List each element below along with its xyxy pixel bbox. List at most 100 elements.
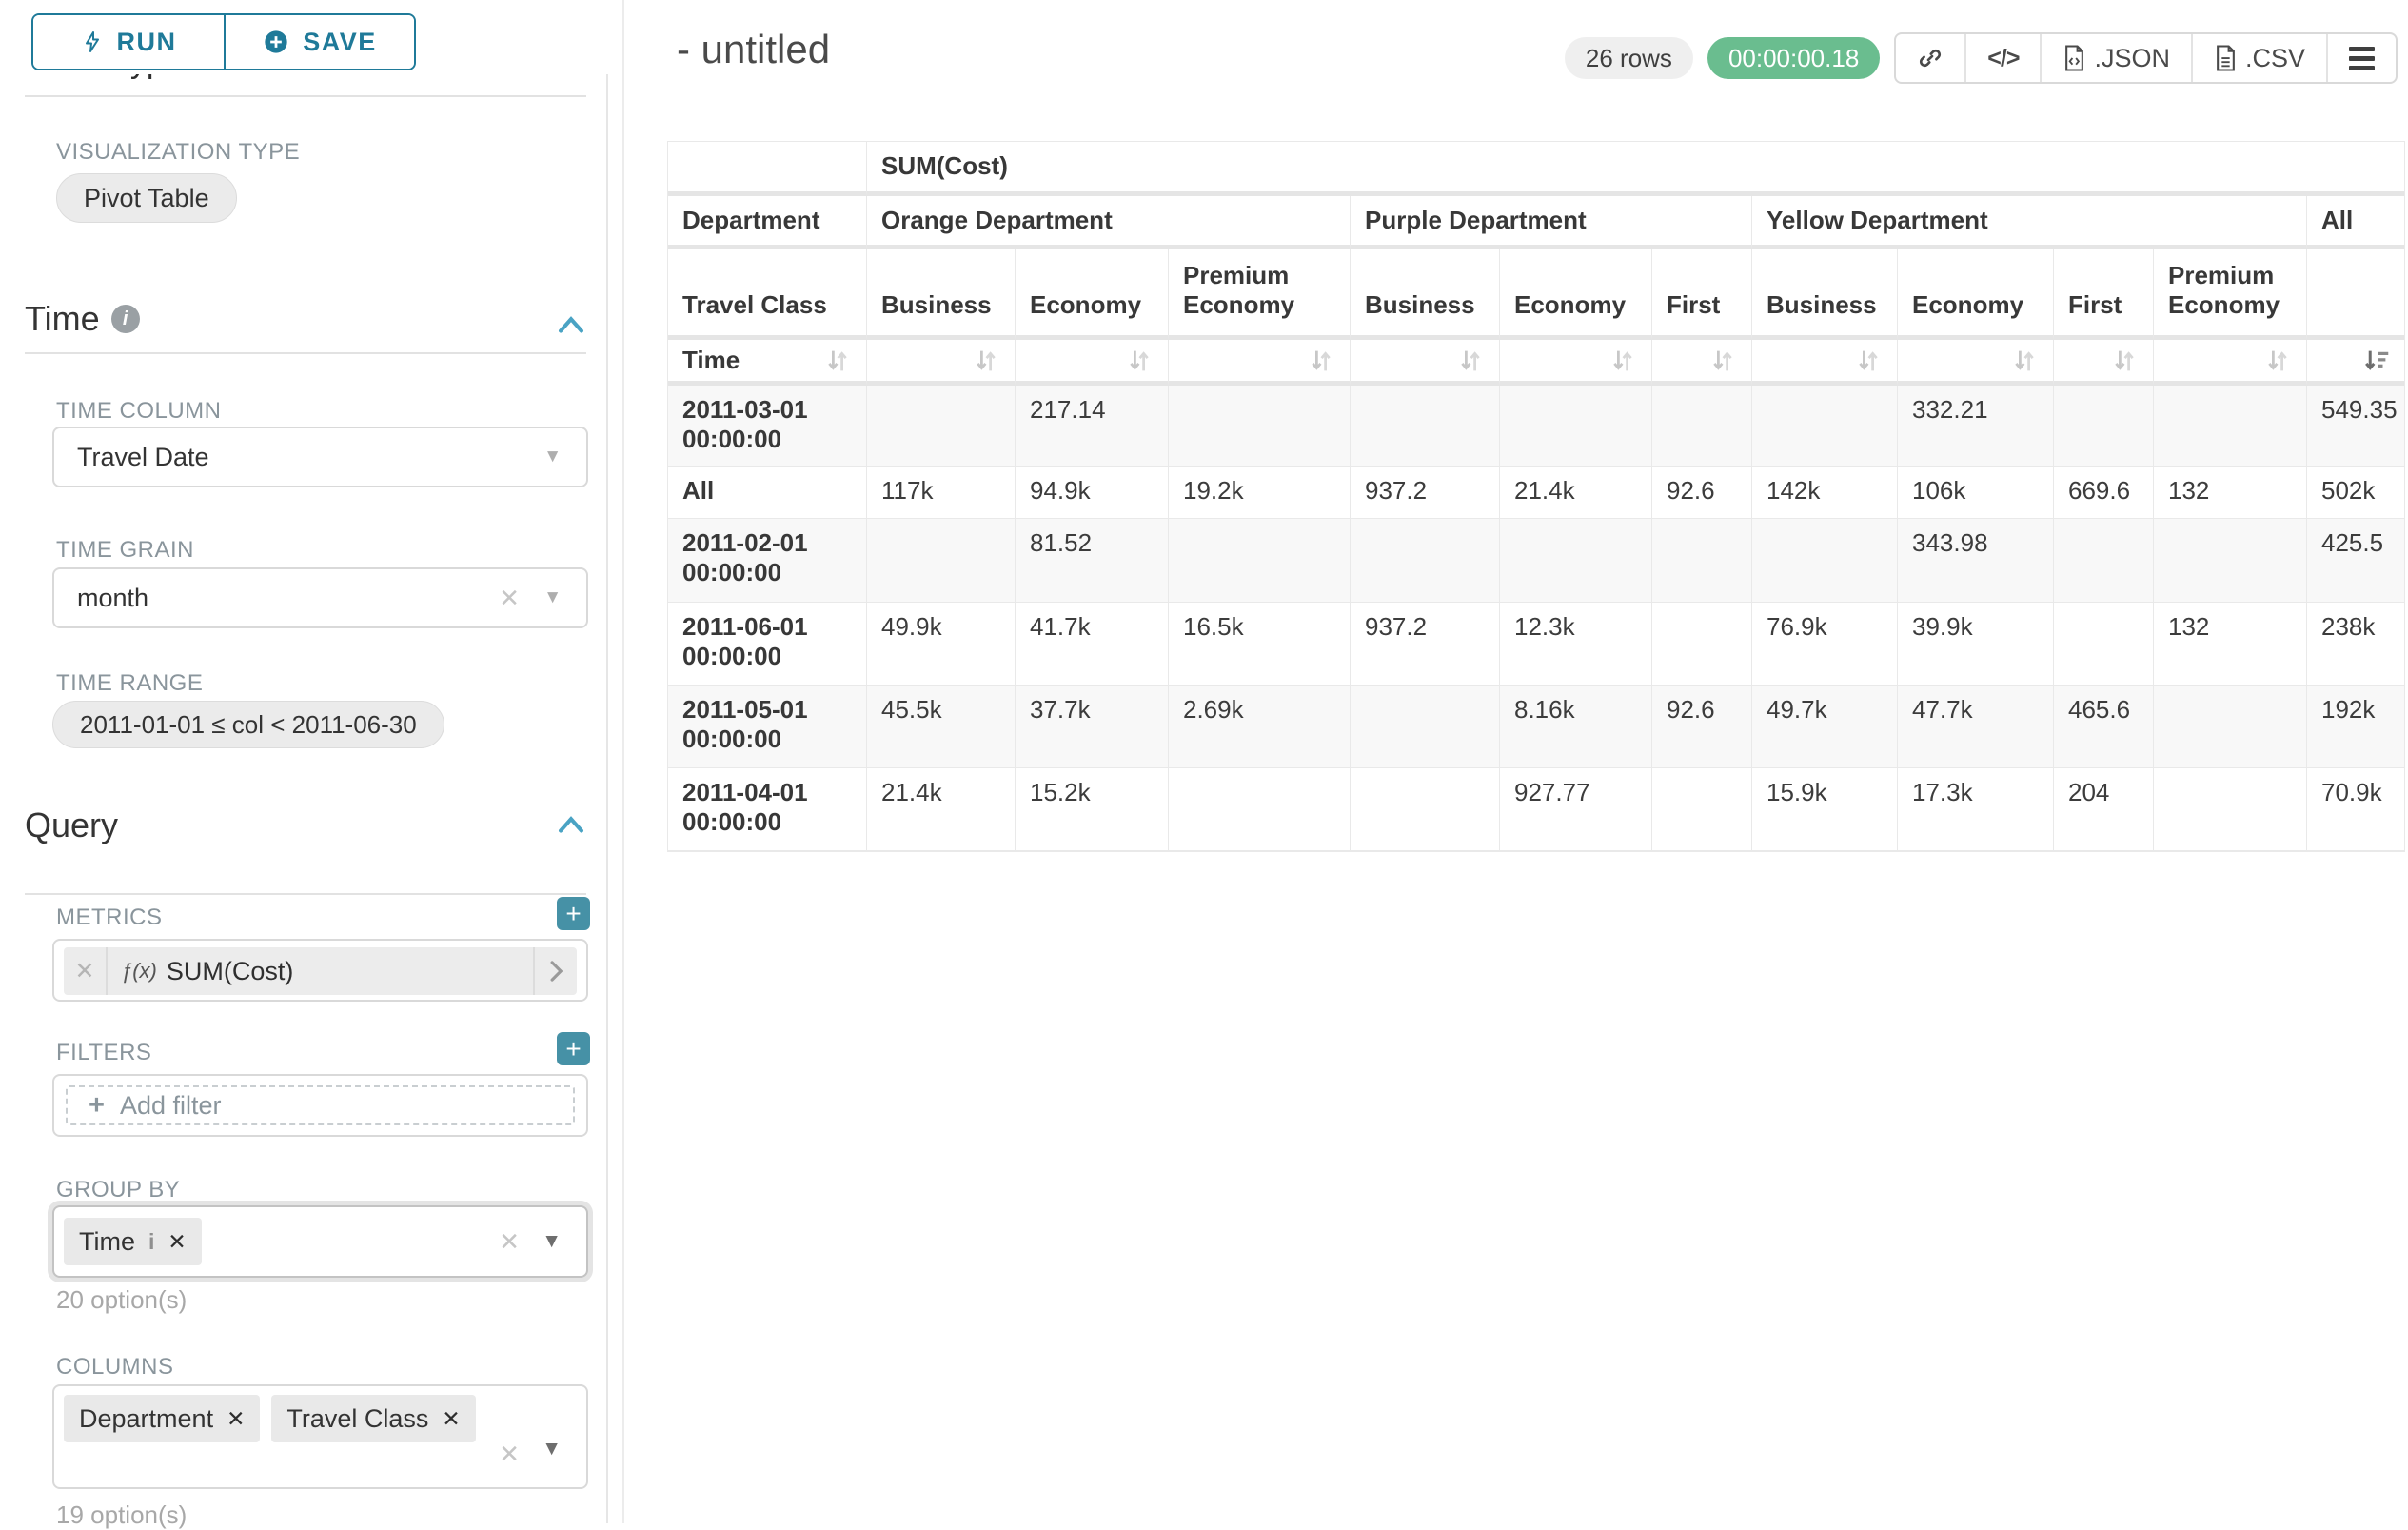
link-icon (1917, 45, 1944, 71)
clear-icon[interactable]: ✕ (499, 1227, 520, 1257)
clear-icon[interactable]: ✕ (499, 1440, 520, 1469)
group-by-options-count: 20 option(s) (56, 1285, 187, 1315)
pivot-value-cell: 132 (2154, 603, 2307, 686)
select-chip[interactable]: Timei✕ (64, 1218, 202, 1265)
sort-icon[interactable] (1708, 347, 1737, 375)
more-options-button[interactable] (2326, 34, 2396, 82)
pivot-sort-cell (1169, 340, 1351, 386)
pivot-value-cell: 192k (2307, 686, 2404, 768)
pivot-value-cell: 94.9k (1016, 467, 1169, 519)
json-file-icon (2063, 44, 2086, 72)
pivot-value-cell: 70.9k (2307, 768, 2404, 851)
columns-label: COLUMNS (56, 1354, 174, 1381)
pivot-corner-cell (668, 142, 867, 196)
time-range-chip[interactable]: 2011-01-01 ≤ col < 2011-06-30 (52, 701, 444, 748)
time-grain-select[interactable]: month ✕ ▼ (52, 567, 588, 628)
table-row: 2011-03-01 00:00:00217.14332.21549.35 (668, 386, 2404, 467)
chart-panel: - untitled 26 rows 00:00:00.18 </> .JSON (624, 0, 2408, 1523)
share-link-button[interactable] (1896, 34, 1964, 82)
info-icon: i (111, 305, 140, 333)
pivot-value-cell (2154, 386, 2307, 467)
pivot-value-cell: 81.52 (1016, 519, 1169, 603)
time-grain-label: TIME GRAIN (56, 537, 194, 564)
run-button[interactable]: RUN (33, 15, 224, 69)
pivot-value-cell: 17.3k (1898, 768, 2054, 851)
filters-container: + Add filter (52, 1074, 588, 1137)
pivot-value-cell: 15.9k (1752, 768, 1898, 851)
pivot-value-cell: 15.2k (1016, 768, 1169, 851)
pivot-value-cell (1652, 386, 1752, 467)
chart-title[interactable]: - untitled (677, 27, 830, 72)
columns-select[interactable]: Department✕Travel Class✕ ✕ ▼ (52, 1384, 588, 1489)
pivot-row-axis-travel-class: Travel Class (668, 249, 867, 340)
metrics-container: ✕ ƒ(x) SUM(Cost) (52, 939, 588, 1002)
remove-chip-icon[interactable]: ✕ (227, 1406, 245, 1432)
sort-icon[interactable] (972, 347, 1000, 375)
chevron-right-icon[interactable] (533, 947, 577, 995)
group-by-label: GROUP BY (56, 1177, 180, 1203)
metric-label: SUM(Cost) (167, 957, 294, 986)
row-count-badge: 26 rows (1565, 37, 1693, 79)
sort-icon[interactable] (1609, 347, 1637, 375)
caret-down-icon: ▼ (542, 1230, 562, 1253)
metric-item[interactable]: ✕ ƒ(x) SUM(Cost) (64, 947, 577, 995)
view-query-button[interactable]: </> (1964, 34, 2040, 82)
sort-descending-icon[interactable] (2361, 347, 2390, 375)
table-row: 2011-06-01 00:00:0049.9k41.7k16.5k937.21… (668, 603, 2404, 686)
add-filter-plus-button[interactable]: + (557, 1032, 590, 1065)
remove-chip-icon[interactable]: ✕ (168, 1229, 186, 1255)
time-column-label: TIME COLUMN (56, 398, 222, 425)
query-timer-badge: 00:00:00.18 (1707, 37, 1880, 79)
sort-icon[interactable] (1854, 347, 1883, 375)
pivot-column-header: Premium Economy (2154, 249, 2307, 340)
pivot-value-cell (1351, 519, 1500, 603)
info-icon: i (148, 1229, 154, 1255)
visualization-type-label: VISUALIZATION TYPE (56, 139, 300, 166)
add-filter-button[interactable]: + Add filter (66, 1085, 575, 1125)
sort-icon[interactable] (2110, 347, 2139, 375)
action-button-bar: RUN SAVE (0, 0, 609, 74)
fx-icon: ƒ(x) (121, 959, 157, 984)
plus-circle-icon (263, 29, 289, 55)
divider (25, 893, 586, 895)
pivot-value-cell: 332.21 (1898, 386, 2054, 467)
select-chip[interactable]: Travel Class✕ (271, 1395, 475, 1442)
pivot-value-cell (1652, 603, 1752, 686)
columns-options-count: 19 option(s) (56, 1500, 187, 1530)
sort-icon[interactable] (1125, 347, 1154, 375)
group-by-select[interactable]: Timei✕ ✕ ▼ (52, 1205, 588, 1278)
remove-metric-icon[interactable]: ✕ (64, 947, 108, 995)
panel-divider[interactable] (606, 0, 608, 1523)
caret-down-icon: ▼ (543, 447, 562, 467)
pivot-value-cell: 8.16k (1500, 686, 1652, 768)
remove-chip-icon[interactable]: ✕ (442, 1406, 460, 1432)
export-json-button[interactable]: .JSON (2040, 34, 2191, 82)
visualization-type-chip[interactable]: Pivot Table (56, 173, 237, 223)
sort-icon[interactable] (2263, 347, 2292, 375)
add-metric-button[interactable]: + (557, 897, 590, 930)
time-column-select[interactable]: Travel Date ▼ (52, 427, 588, 487)
pivot-value-cell (1652, 519, 1752, 603)
pivot-value-cell: 21.4k (1500, 467, 1652, 519)
export-csv-button[interactable]: .CSV (2191, 34, 2326, 82)
chip-label: Department (79, 1404, 213, 1434)
sort-icon[interactable] (823, 347, 852, 375)
lightning-icon (81, 29, 104, 55)
save-button[interactable]: SAVE (224, 15, 414, 69)
pivot-column-header: Business (1351, 249, 1500, 340)
select-chip[interactable]: Department ✕ (64, 1395, 260, 1442)
pivot-column-header: Economy (1500, 249, 1652, 340)
code-icon: </> (1987, 45, 2019, 72)
sort-icon[interactable] (2010, 347, 2039, 375)
pivot-value-cell: 49.7k (1752, 686, 1898, 768)
clear-icon[interactable]: ✕ (499, 584, 520, 613)
pivot-value-cell: 502k (2307, 467, 2404, 519)
pivot-value-cell: 2.69k (1169, 686, 1351, 768)
sort-icon[interactable] (1307, 347, 1335, 375)
pivot-value-cell: 19.2k (1169, 467, 1351, 519)
chevron-up-icon[interactable] (557, 813, 585, 843)
pivot-row-label: All (668, 467, 867, 519)
divider (25, 352, 586, 354)
sort-icon[interactable] (1456, 347, 1485, 375)
pivot-column-group-header: Purple Department (1351, 196, 1752, 249)
